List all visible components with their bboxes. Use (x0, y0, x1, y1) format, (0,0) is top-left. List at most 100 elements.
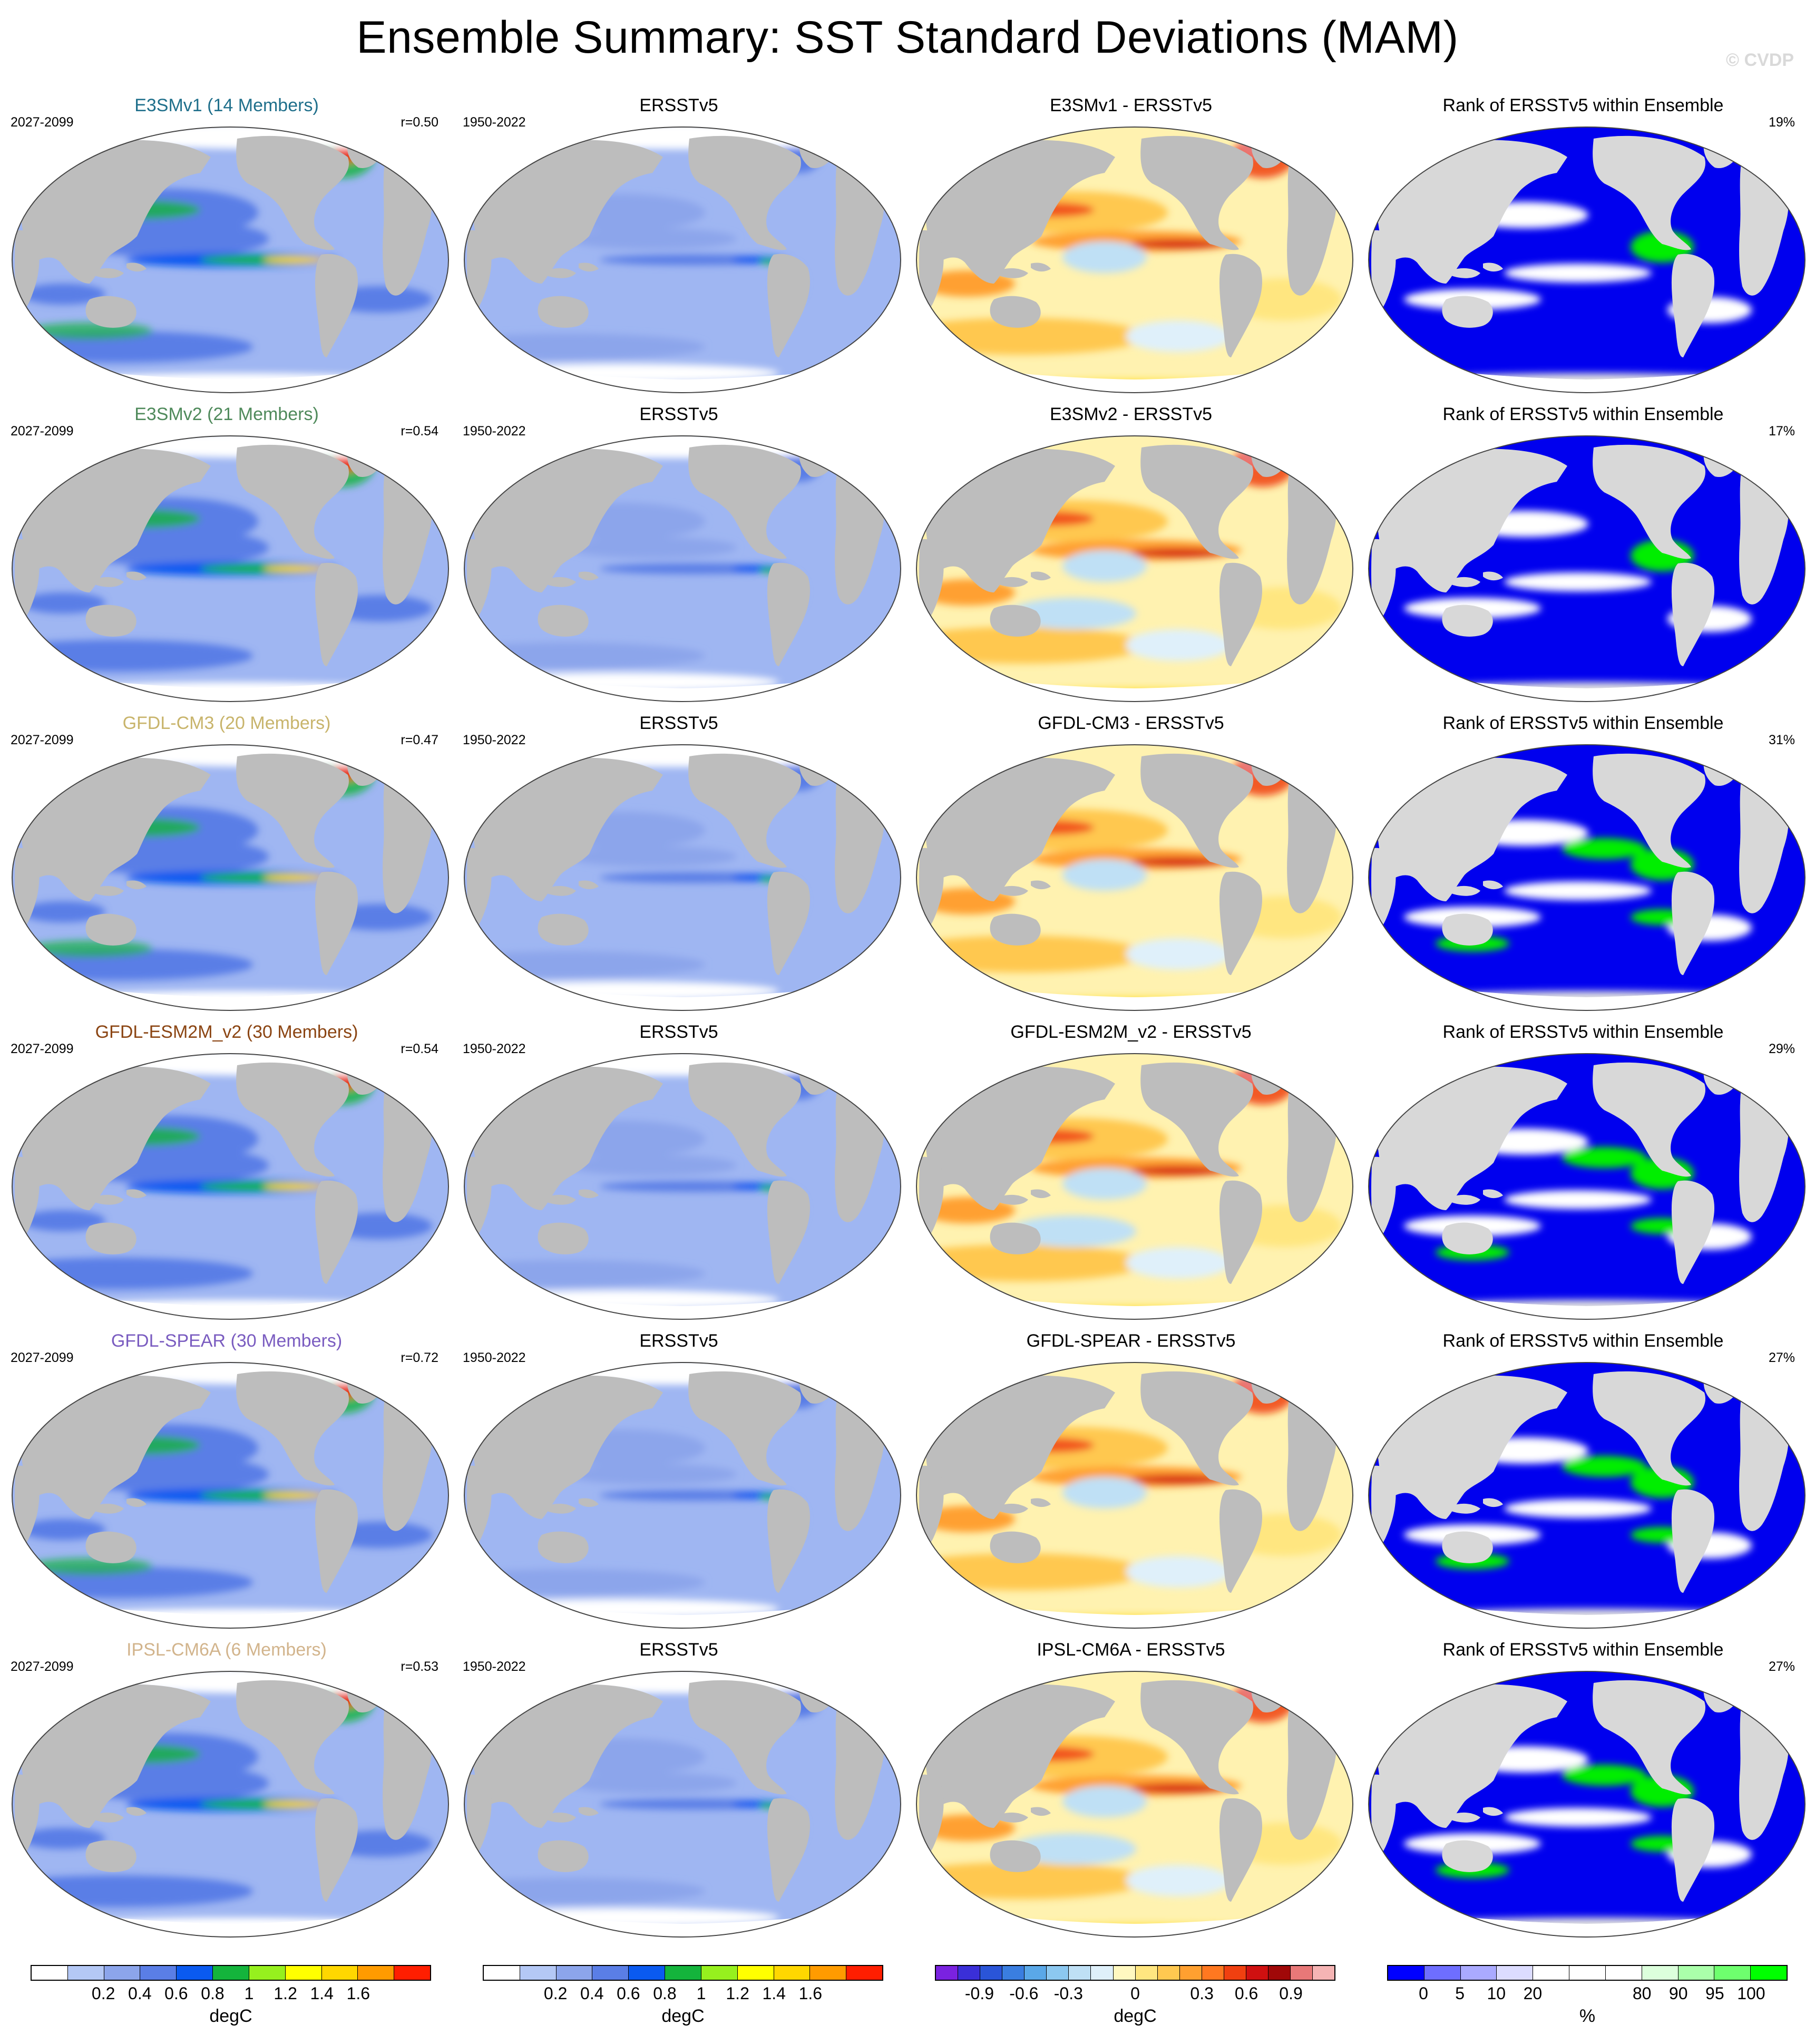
colorbar-tick-label: -0.9 (964, 1984, 994, 2003)
colorbar-swatch (1202, 1966, 1224, 1980)
colorbar-swatch (1678, 1966, 1715, 1980)
panel-obs-row-1: ERSSTv5 1950-2022 (452, 95, 905, 404)
colorbar-swatch (1047, 1966, 1069, 1980)
colorbar-swatch (1714, 1966, 1751, 1980)
panel-obs-row-2: ERSSTv5 1950-2022 (452, 404, 905, 713)
colorbar-swatch (629, 1966, 666, 1980)
period-label: 1950-2022 (463, 115, 526, 130)
colorbar-tick-label: 0.3 (1190, 1984, 1214, 2003)
colorbar-swatch (1224, 1966, 1246, 1980)
colorbar-tick-label: 0.8 (201, 1984, 225, 2003)
colorbar-swatch (846, 1966, 882, 1980)
colorbar-tick-label: 0.4 (580, 1984, 604, 2003)
diff-map (915, 1052, 1355, 1321)
panel-obs-row-6: ERSSTv5 1950-2022 (452, 1639, 905, 1948)
panel-rank-row-5: Rank of ERSSTv5 within Ensemble 27% (1357, 1330, 1810, 1639)
diff-panel-title: E3SMv2 - ERSSTv5 (1050, 404, 1212, 424)
colorbar-tick-label: 1 (244, 1984, 254, 2003)
panel-model-row-3: GFDL-CM3 (20 Members) 2027-2099 r=0.47 (0, 713, 453, 1021)
panel-diff-row-3: GFDL-CM3 - ERSSTv5 (904, 713, 1358, 1021)
diff-panel-title: GFDL-CM3 - ERSSTv5 (1038, 713, 1224, 733)
colorbar-swatch (1313, 1966, 1335, 1980)
panel-model-row-4: GFDL-ESM2M_v2 (30 Members) 2027-2099 r=0.5… (0, 1021, 453, 1330)
colorbar-units: degC (209, 2006, 252, 2026)
pattern-correlation-label: r=0.53 (401, 1659, 438, 1674)
obs-map (463, 1670, 903, 1939)
panel-diff-row-1: E3SMv1 - ERSSTv5 (904, 95, 1358, 404)
colorbar-swatch (1179, 1966, 1202, 1980)
colorbar-swatch (701, 1966, 738, 1980)
panel-rank-row-2: Rank of ERSSTv5 within Ensemble 17% (1357, 404, 1810, 713)
colorbar-tick-label: -0.3 (1053, 1984, 1083, 2003)
rank-percent-label: 29% (1768, 1042, 1795, 1056)
colorbar-tick-label: 20 (1523, 1984, 1543, 2003)
colorbar-swatch (1002, 1966, 1025, 1980)
colorbar-tick-label: 1.6 (798, 1984, 823, 2003)
colorbar-swatch (140, 1966, 177, 1980)
colorbar-swatch (358, 1966, 395, 1980)
obs-map (463, 125, 903, 394)
colorbar-tick-label: 1.2 (726, 1984, 749, 2003)
colorbar-swatch (285, 1966, 322, 1980)
panel-model-row-6: IPSL-CM6A (6 Members) 2027-2099 r=0.53 (0, 1639, 453, 1948)
diff-map (915, 434, 1355, 703)
colorbar-swatch (774, 1966, 811, 1980)
colorbar-swatch (213, 1966, 249, 1980)
colorbar-units: degC (1114, 2006, 1157, 2026)
colorbar-tick-label: 90 (1668, 1984, 1688, 2003)
panel-obs-row-4: ERSSTv5 1950-2022 (452, 1021, 905, 1330)
colorbar-tick-label: 0.2 (543, 1984, 568, 2003)
panel-diff-row-5: GFDL-SPEAR - ERSSTv5 (904, 1330, 1358, 1639)
colorbar-swatch (67, 1966, 104, 1980)
colorbar-swatch (810, 1966, 847, 1980)
model-panel-title: GFDL-ESM2M_v2 (30 Members) (95, 1022, 358, 1042)
model-map (11, 743, 451, 1012)
rank-colorbar: 0 5 10 20 80 90 95 100% (1387, 1965, 1788, 2044)
diff-panel-title: IPSL-CM6A - ERSSTv5 (1037, 1640, 1225, 1660)
panel-model-row-5: GFDL-SPEAR (30 Members) 2027-2099 r=0.72 (0, 1330, 453, 1639)
rank-panel-title: Rank of ERSSTv5 within Ensemble (1442, 95, 1724, 115)
colorbar-tick-label: 80 (1632, 1984, 1652, 2003)
colorbar-units: % (1579, 2006, 1596, 2026)
rank-panel-title: Rank of ERSSTv5 within Ensemble (1442, 404, 1724, 424)
period-label: 1950-2022 (463, 1042, 526, 1056)
period-label: 1950-2022 (463, 424, 526, 439)
rank-panel-title: Rank of ERSSTv5 within Ensemble (1442, 1640, 1724, 1660)
colorbar-swatch (394, 1966, 430, 1980)
panel-diff-row-4: GFDL-ESM2M_v2 - ERSSTv5 (904, 1021, 1358, 1330)
colorbar-swatch (1268, 1966, 1291, 1980)
panel-model-row-1: E3SMv1 (14 Members) 2027-2099 r=0.50 (0, 95, 453, 404)
colorbar-swatch (958, 1966, 981, 1980)
colorbar-swatch (665, 1966, 701, 1980)
colorbar-tick-label: 1.4 (310, 1984, 334, 2003)
colorbar-swatch (1533, 1966, 1570, 1980)
period-label: 1950-2022 (463, 1659, 526, 1674)
colorbar-tick-label: 0 (1419, 1984, 1428, 2003)
rank-map (1367, 1670, 1807, 1939)
model-map (11, 1361, 451, 1630)
period-label: 1950-2022 (463, 1350, 526, 1365)
obs-map (463, 434, 903, 703)
colorbar-swatches (935, 1965, 1335, 1981)
colorbar-swatch (1569, 1966, 1606, 1980)
pattern-correlation-label: r=0.72 (401, 1350, 438, 1365)
colorbar-swatches (31, 1965, 431, 1981)
figure-title: Ensemble Summary: SST Standard Deviation… (356, 12, 1459, 63)
colorbar-swatch (1291, 1966, 1313, 1980)
diff-map (915, 1361, 1355, 1630)
diff-panel-title: GFDL-ESM2M_v2 - ERSSTv5 (1010, 1022, 1252, 1042)
colorbar-swatch (1135, 1966, 1158, 1980)
period-label: 2027-2099 (11, 424, 74, 439)
model-panel-title: IPSL-CM6A (6 Members) (126, 1640, 327, 1660)
panel-rank-row-6: Rank of ERSSTv5 within Ensemble 27% (1357, 1639, 1810, 1948)
period-label: 2027-2099 (11, 733, 74, 747)
colorbar-swatch (32, 1966, 68, 1980)
diff-panel-title: GFDL-SPEAR - ERSSTv5 (1026, 1331, 1236, 1351)
diff-map (915, 743, 1355, 1012)
model-panel-title: GFDL-SPEAR (30 Members) (111, 1331, 343, 1351)
pattern-correlation-label: r=0.47 (401, 733, 438, 747)
colorbar-swatches (483, 1965, 883, 1981)
model-map (11, 1670, 451, 1939)
rank-percent-label: 31% (1768, 733, 1795, 747)
panel-obs-row-5: ERSSTv5 1950-2022 (452, 1330, 905, 1639)
